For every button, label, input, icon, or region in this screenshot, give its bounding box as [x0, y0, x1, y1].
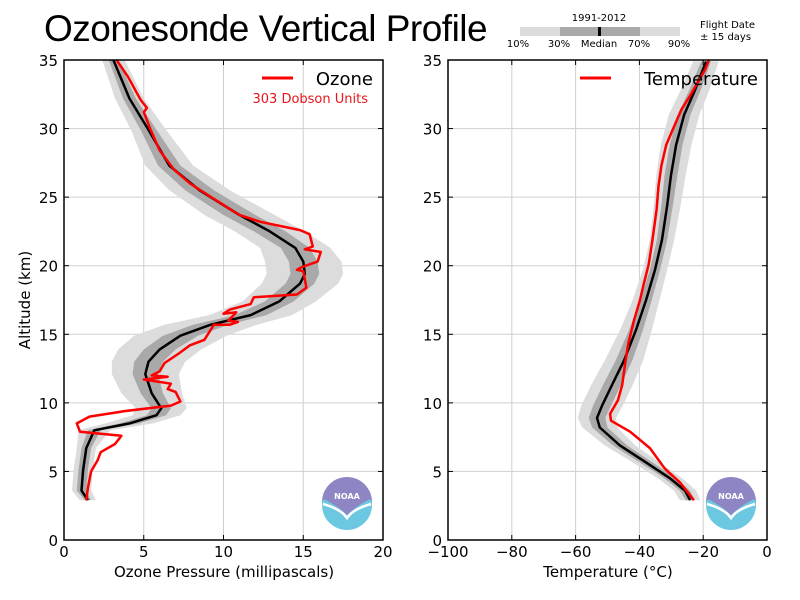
- temperature-x-tick-label: −40: [624, 543, 656, 561]
- temperature-y-tick-label: 30: [423, 121, 442, 139]
- chart-title: Ozonesonde Vertical Profile: [44, 8, 488, 49]
- temperature-y-tick-label: 35: [423, 52, 442, 70]
- temperature-x-tick-label: −20: [687, 543, 719, 561]
- noaa-logo-top: [706, 477, 756, 515]
- ozone-ticks: 0 5 10 15 20 0 5 10 15 20 25 30 35: [39, 52, 393, 561]
- ozone-x-tick-label: 10: [214, 543, 233, 561]
- key-label-median: Median: [581, 39, 617, 50]
- key-label-90: 90%: [668, 39, 690, 50]
- temperature-observed-line: [608, 59, 711, 501]
- noaa-logo-gull: [322, 502, 372, 521]
- temperature-lines: [595, 59, 711, 501]
- ozone-y-tick-label: 15: [39, 326, 58, 344]
- ozone-bands: [72, 60, 344, 501]
- temperature-y-tick-label: 5: [432, 463, 442, 481]
- noaa-logo-text: NOAA: [334, 492, 360, 501]
- ozone-y-tick-label: 20: [39, 258, 58, 276]
- ozone-grid: [63, 59, 384, 541]
- ozone-y-tick-label: 5: [48, 463, 58, 481]
- key-flight-window: ± 15 days: [700, 32, 751, 43]
- ozone-y-tick-label: 35: [39, 52, 58, 70]
- ozone-y-tick-label: 0: [48, 532, 58, 550]
- temperature-plot-frame: [447, 59, 768, 541]
- temperature-x-tick-label: −60: [560, 543, 592, 561]
- ozone-panel: NOAA 0 5 10 15 20 0 5 10 15 20 25 30 35 Ozone 303 Do…: [16, 52, 393, 581]
- temperature-median-line: [595, 60, 708, 501]
- ozone-y-tick-label: 30: [39, 121, 58, 139]
- ozone-x-tick-label: 15: [294, 543, 313, 561]
- temperature-y-tick-label: 0: [432, 532, 442, 550]
- temperature-band-30-70: [588, 61, 711, 501]
- temperature-legend-label: Temperature: [643, 69, 758, 90]
- temperature-y-tick-label: 10: [423, 395, 442, 413]
- temperature-ticks: −100 −80 −60 −40 −20 0 0 5 10 15 20 25 30 35: [423, 52, 772, 561]
- ozone-dobson-units: 303 Dobson Units: [253, 92, 369, 107]
- key-flight-date: Flight Date: [700, 20, 755, 31]
- temperature-legend: Temperature: [580, 69, 758, 90]
- temperature-grid: [447, 59, 768, 541]
- noaa-logo-gull: [706, 502, 756, 521]
- temperature-x-tick-label: −80: [496, 543, 528, 561]
- ozone-y-tick-label: 10: [39, 395, 58, 413]
- ozone-legend: Ozone 303 Dobson Units: [253, 69, 374, 107]
- ozone-legend-label: Ozone: [316, 69, 373, 90]
- temperature-x-tick-label: −100: [427, 543, 468, 561]
- ozone-y-tick-label: 25: [39, 189, 58, 207]
- noaa-logo-left: NOAA: [322, 477, 372, 530]
- y-axis-label: Altitude (km): [16, 251, 34, 349]
- temperature-y-tick-label: 20: [423, 258, 442, 276]
- noaa-logo-top: [322, 477, 372, 515]
- key-median-mark: [598, 27, 601, 36]
- key-label-30: 30%: [548, 39, 570, 50]
- ozone-lines: [75, 59, 323, 501]
- key-period: 1991-2012: [572, 13, 627, 24]
- temperature-y-tick-label: 25: [423, 189, 442, 207]
- percentile-key: 1991-2012 10% 30% Median 70% 90% Flight …: [507, 13, 755, 50]
- ozone-x-axis-label: Ozone Pressure (millipascals): [114, 563, 334, 581]
- temperature-bands: [577, 61, 719, 501]
- ozone-x-tick-label: 0: [59, 543, 69, 561]
- ozone-observed-line: [75, 59, 323, 501]
- temperature-x-axis-label: Temperature (°C): [542, 563, 672, 581]
- key-label-70: 70%: [628, 39, 650, 50]
- ozone-x-tick-label: 5: [139, 543, 149, 561]
- key-label-10: 10%: [507, 39, 529, 50]
- temperature-y-tick-label: 15: [423, 326, 442, 344]
- noaa-logo-text: NOAA: [718, 492, 744, 501]
- temperature-x-tick-label: 0: [762, 543, 772, 561]
- noaa-logo-right: NOAA: [706, 477, 756, 530]
- ozone-x-tick-label: 20: [373, 543, 392, 561]
- temperature-panel: NOAA −100 −80 −60 −40 −20 0 0 5 10 15 20 25 30 35 Tem…: [423, 52, 772, 581]
